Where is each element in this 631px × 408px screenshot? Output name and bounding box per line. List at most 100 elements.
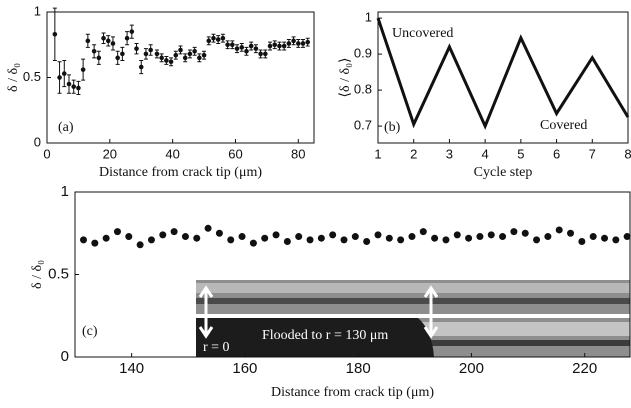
annotation: Flooded to r = 130 μm (262, 328, 388, 343)
point (159, 55, 164, 61)
point (234, 46, 240, 51)
point (91, 239, 99, 247)
y-tick-label: 0.5 (23, 69, 41, 84)
y-tick-label: 1 (34, 3, 41, 18)
y-tick-label: 0 (34, 134, 41, 149)
y-tick-label: 0 (61, 348, 69, 365)
point (263, 51, 268, 57)
point (192, 49, 197, 54)
crack-line (196, 298, 630, 304)
y-tick-label: 1 (365, 10, 372, 25)
point (351, 233, 359, 241)
point (61, 71, 67, 76)
point (295, 41, 301, 46)
point (272, 231, 280, 239)
point (154, 51, 160, 57)
annotation: (c) (82, 324, 98, 339)
point (66, 81, 72, 87)
point (230, 42, 235, 48)
x-tick-label: 140 (119, 360, 144, 377)
point (110, 41, 116, 46)
point (168, 59, 174, 65)
point (239, 45, 245, 50)
point (306, 236, 314, 244)
x-axis-label: Distance from crack tip (μm) (271, 385, 434, 400)
point (272, 42, 278, 48)
plot-frame (46, 11, 315, 144)
point (52, 31, 58, 37)
y-tick-label: 0.8 (354, 82, 372, 97)
point (281, 43, 287, 49)
x-tick-label: 20 (103, 146, 117, 161)
point (136, 241, 144, 249)
point (115, 55, 120, 61)
point (143, 51, 149, 57)
y-tick-label: 1 (61, 183, 69, 200)
point (555, 226, 563, 234)
point (476, 233, 484, 241)
point (71, 84, 76, 89)
point (453, 231, 461, 239)
point (249, 239, 257, 247)
point (578, 238, 586, 245)
point (408, 233, 416, 241)
point (125, 233, 133, 241)
point (277, 43, 282, 49)
point (134, 46, 139, 51)
point (258, 51, 263, 57)
point (244, 49, 249, 54)
point (291, 38, 296, 44)
x-tick-label: 8 (624, 146, 631, 161)
point (442, 236, 450, 244)
point (57, 75, 62, 80)
point (96, 55, 102, 61)
point (120, 51, 125, 57)
point (431, 234, 439, 242)
annotation: r = 0 (203, 340, 230, 355)
point (589, 233, 597, 241)
point (225, 42, 230, 48)
annotation: (a) (58, 120, 74, 135)
point (612, 236, 620, 244)
point (374, 231, 382, 239)
x-tick-label: 80 (291, 146, 305, 161)
point (253, 46, 259, 51)
point (261, 234, 269, 242)
point (340, 236, 348, 244)
y-axis-label: ⟨δ / δ₀⟩ (338, 58, 353, 98)
y-axis-label: δ / δ₀ (30, 260, 45, 289)
x-tick-label: 220 (572, 360, 597, 377)
flooded-region (196, 318, 434, 357)
point (129, 29, 135, 34)
point (170, 228, 178, 236)
plot-frame (377, 11, 629, 144)
point (363, 238, 371, 245)
point (397, 236, 405, 244)
arrow (198, 285, 214, 339)
point (178, 47, 183, 53)
point (283, 238, 291, 245)
point (238, 233, 246, 241)
point (300, 41, 306, 46)
annotation: Covered (540, 118, 587, 133)
point (193, 234, 201, 242)
point (533, 236, 541, 244)
point (227, 236, 235, 244)
point (201, 52, 207, 58)
point (215, 229, 223, 237)
point (79, 236, 87, 244)
point (85, 38, 91, 44)
point (623, 233, 631, 241)
x-axis-label: Cycle step (474, 165, 533, 180)
arrow (423, 285, 439, 339)
x-tick-label: 0 (43, 146, 50, 161)
point (295, 233, 303, 241)
x-tick-label: 5 (517, 146, 524, 161)
x-tick-label: 4 (482, 146, 489, 161)
x-tick-label: 40 (165, 146, 179, 161)
y-axis-label: δ / δ₀ (6, 63, 21, 92)
x-tick-label: 6 (553, 146, 560, 161)
point (182, 55, 188, 61)
point (197, 55, 202, 61)
